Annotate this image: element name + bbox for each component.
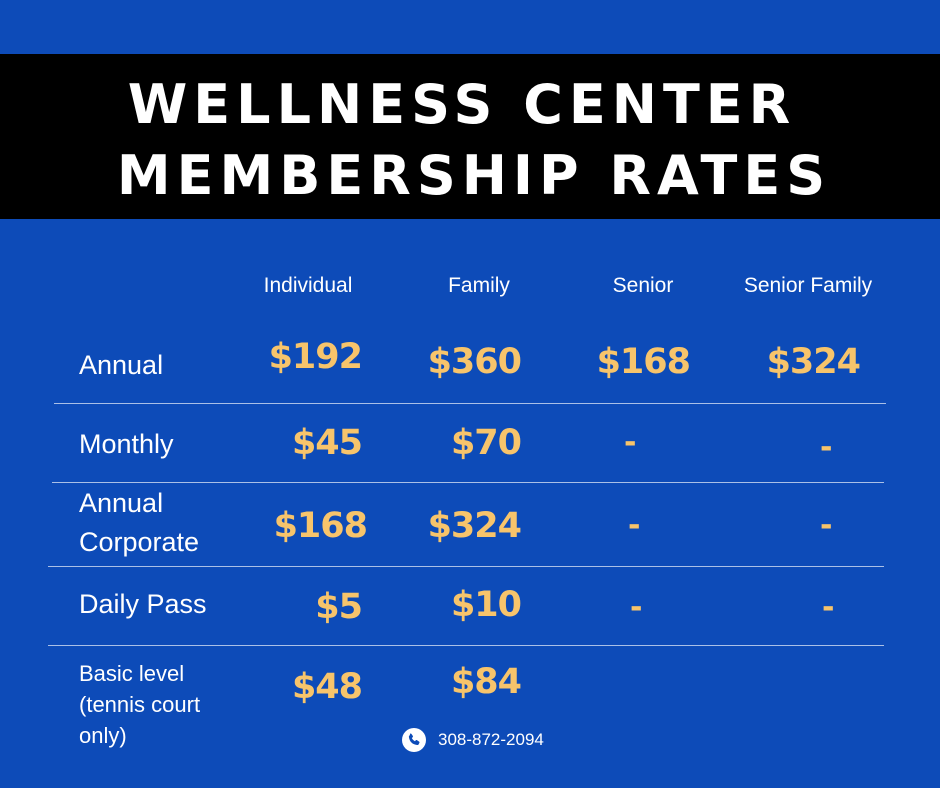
row-label-basic-level-line-3: only) (79, 723, 127, 748)
column-header-senior: Senior (612, 274, 674, 297)
title-line-1: WELLNESS CENTER (127, 73, 797, 136)
price-monthly-senior: - (624, 425, 636, 460)
price-corporate-individual: $168 (273, 506, 368, 546)
row-label-basic-level-line-2: (tennis court (79, 692, 201, 717)
price-basic-individual: $48 (291, 667, 363, 707)
title-line-2: MEMBERSHIP RATES (116, 144, 832, 207)
price-annual-senior: $168 (596, 342, 691, 382)
row-divider (48, 566, 884, 567)
price-annual-senior-family: $324 (766, 342, 861, 382)
price-basic-family: $84 (450, 662, 522, 702)
price-monthly-senior-family: - (820, 430, 832, 465)
price-corporate-family: $324 (427, 506, 522, 546)
row-label-annual-corporate-line-1: Annual (79, 488, 164, 518)
row-divider (54, 403, 886, 404)
phone-icon (402, 728, 426, 752)
contact-phone: 308-872-2094 (402, 727, 544, 753)
title-band: WELLNESS CENTER MEMBERSHIP RATES (0, 54, 940, 219)
column-header-family: Family (448, 274, 510, 297)
price-monthly-individual: $45 (291, 423, 363, 463)
row-label-basic-level-line-1: Basic level (79, 661, 185, 686)
column-header-senior-family: Senior Family (743, 274, 873, 297)
row-divider (48, 645, 884, 646)
price-daily-senior: - (630, 590, 642, 625)
price-daily-family: $10 (450, 585, 522, 625)
phone-number: 308-872-2094 (438, 730, 544, 749)
price-corporate-senior: - (628, 508, 640, 543)
column-header-individual: Individual (263, 274, 353, 297)
price-daily-senior-family: - (822, 590, 834, 625)
price-daily-individual: $5 (315, 587, 363, 627)
price-monthly-family: $70 (450, 423, 522, 463)
row-label-annual-corporate-line-2: Corporate (79, 527, 200, 557)
price-corporate-senior-family: - (820, 508, 832, 543)
row-divider (52, 482, 884, 483)
price-annual-individual: $192 (268, 337, 363, 377)
row-label-annual: Annual (79, 350, 164, 380)
row-label-daily-pass: Daily Pass (79, 589, 207, 619)
row-label-monthly: Monthly (79, 429, 174, 459)
price-annual-family: $360 (427, 342, 522, 382)
